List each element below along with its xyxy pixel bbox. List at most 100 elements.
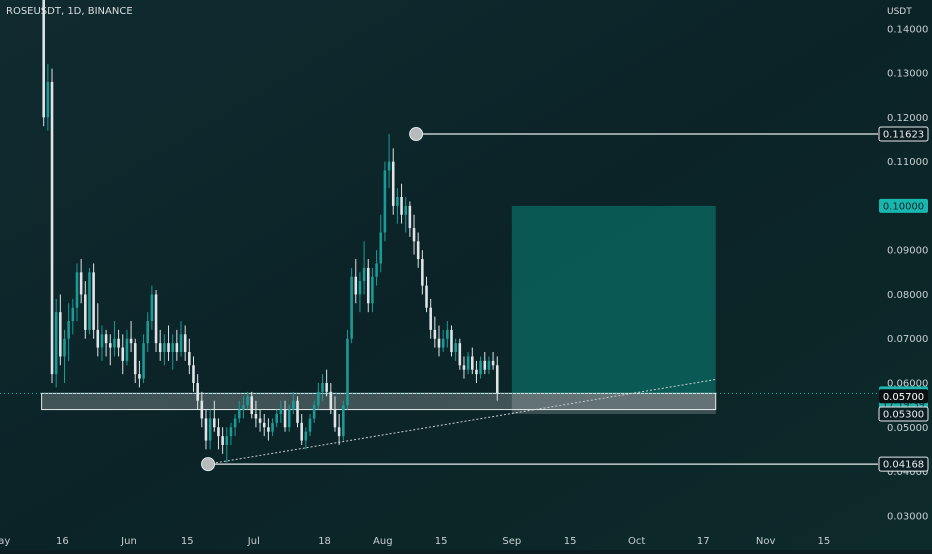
candle-body <box>379 232 383 264</box>
candle <box>213 400 216 432</box>
candle <box>479 356 482 379</box>
candle-body <box>138 374 141 379</box>
candle-body <box>358 281 362 295</box>
candle <box>342 400 345 441</box>
candle-body <box>446 329 449 339</box>
candle <box>42 0 45 127</box>
candle-body <box>79 272 83 295</box>
candle-body <box>321 382 324 392</box>
price-tag-label: 0.05300 <box>883 409 924 420</box>
candle <box>283 400 287 432</box>
candle <box>321 374 324 401</box>
candle-body <box>275 413 279 423</box>
candle <box>475 360 478 383</box>
y-tick-label: 0.05000 <box>887 423 928 434</box>
candle-body <box>408 205 412 229</box>
y-tick-label: 0.07000 <box>887 334 928 345</box>
candle <box>233 413 237 437</box>
candle-body <box>133 343 137 375</box>
candle-body <box>491 360 495 366</box>
candle <box>304 427 308 450</box>
candle-body <box>158 343 162 353</box>
price-tag-label: 0.05700 <box>883 392 924 403</box>
price-tag-label: 0.11623 <box>883 130 924 141</box>
candle-body <box>254 413 258 419</box>
candle <box>246 391 249 410</box>
candle-body <box>450 329 453 353</box>
y-tick-label: 0.12000 <box>887 113 928 124</box>
candle-body <box>63 338 66 357</box>
candle-body <box>104 334 108 344</box>
candle-body <box>366 267 370 304</box>
candle-body <box>146 321 150 344</box>
candle <box>163 334 166 366</box>
candle-body <box>412 228 416 242</box>
x-tick-label: 15 <box>564 536 577 547</box>
candle-body <box>221 436 224 445</box>
price-tag-box <box>878 126 929 142</box>
candle <box>312 400 316 423</box>
candle <box>404 197 408 233</box>
candle-body <box>287 409 291 428</box>
candle <box>271 418 274 437</box>
candle-body <box>346 338 349 406</box>
candle <box>383 161 387 242</box>
candle-body <box>362 267 366 282</box>
candle-body <box>475 369 478 375</box>
x-tick-label: Nov <box>756 536 776 547</box>
candle-body <box>192 365 195 383</box>
candle <box>387 134 391 189</box>
x-tick-label: 15 <box>818 536 831 547</box>
price-tag: 0.05300 <box>878 406 929 422</box>
candle <box>188 338 191 375</box>
candle-body <box>225 436 229 445</box>
candle-body <box>150 294 154 322</box>
candle-body <box>421 259 424 286</box>
candle-body <box>371 276 374 304</box>
candle-body <box>354 276 358 295</box>
candle-body <box>396 197 399 206</box>
price-tag-label: 0.04168 <box>883 460 924 471</box>
candle-body <box>425 285 428 308</box>
candle-body <box>462 365 466 370</box>
candle <box>337 413 341 445</box>
candle-body <box>470 356 474 370</box>
candle-body <box>466 356 470 370</box>
candle <box>416 232 420 268</box>
candle <box>495 356 499 401</box>
candle-body <box>308 418 312 432</box>
y-tick-label: 0.09000 <box>887 246 928 257</box>
y-tick-label: 0.06000 <box>887 378 928 389</box>
candle <box>412 214 416 255</box>
candle <box>396 188 399 224</box>
x-tick-label: Jul <box>247 536 260 547</box>
candle-body <box>350 276 353 339</box>
candle-body <box>167 343 170 353</box>
candle-body <box>337 427 341 437</box>
candle <box>75 263 79 322</box>
x-tick-label: 18 <box>318 536 331 547</box>
candle-body <box>246 396 249 406</box>
x-tick-label: 17 <box>697 536 710 547</box>
candle-body <box>117 338 120 348</box>
candle-body <box>213 418 216 428</box>
candle-body <box>375 263 378 277</box>
candle <box>329 382 333 414</box>
candle <box>262 413 266 437</box>
x-tick-label: 15 <box>435 536 448 547</box>
price-tag-box <box>879 198 928 213</box>
candle <box>92 263 95 339</box>
price-tag-box <box>879 389 928 404</box>
candle-body <box>383 170 387 233</box>
candle-body <box>404 205 408 215</box>
candle-body <box>67 321 70 339</box>
candle <box>138 360 141 388</box>
candle-body <box>46 81 50 118</box>
trendline <box>207 378 716 465</box>
price-tag-countdown: 17:19:39 <box>882 399 925 410</box>
x-tick-label: May <box>0 536 10 547</box>
y-tick-label: 0.13000 <box>887 69 928 80</box>
